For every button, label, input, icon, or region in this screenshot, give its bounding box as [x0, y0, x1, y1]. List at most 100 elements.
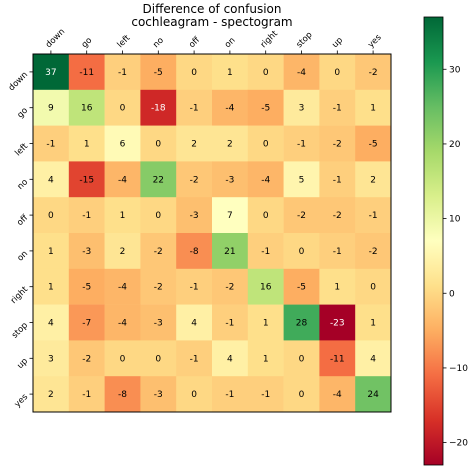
heatmap-cell: [319, 304, 356, 341]
cell-value-label: -2: [333, 211, 342, 221]
heatmap-cell: [140, 268, 177, 305]
heatmap-cell: [104, 376, 141, 413]
cell-value-label: -11: [330, 354, 345, 364]
x-axis-ticks: down go left no off on right stop up yes: [44, 27, 384, 54]
heatmap-cell: [212, 125, 249, 162]
heatmap-cell: [140, 161, 177, 198]
colorbar-tick-label: 30: [449, 65, 461, 75]
cell-value-label: -2: [369, 247, 378, 257]
heatmap-cell: [319, 89, 356, 126]
cell-value-label: -15: [79, 175, 94, 185]
cell-value-label: 0: [120, 104, 126, 114]
heatmap-cell: [212, 197, 249, 234]
cell-value-label: -2: [297, 211, 306, 221]
cell-value-label: 0: [191, 68, 197, 78]
colorbar-tick-label: −20: [449, 439, 468, 449]
cell-value-label: -3: [225, 175, 234, 185]
heatmap-cell: [176, 233, 213, 270]
cell-value-label: -1: [333, 247, 342, 257]
x-tick-label: on: [223, 36, 238, 51]
cell-value-label: -2: [369, 68, 378, 78]
heatmap-cell: [176, 304, 213, 341]
chart-title-line-2: cochleagram - spectogram: [131, 15, 293, 29]
heatmap-cell: [33, 125, 70, 162]
cell-value-label: 0: [263, 68, 269, 78]
cell-value-label: 5: [299, 175, 305, 185]
heatmap-cell: [33, 54, 70, 91]
chart-title: Difference of confusion cochleagram - sp…: [33, 3, 391, 29]
cell-value-label: -2: [154, 247, 163, 257]
x-tick-label: no: [151, 36, 166, 51]
cell-value-label: 0: [155, 211, 161, 221]
cell-value-label: 2: [370, 175, 376, 185]
heatmap-cell: [283, 89, 320, 126]
heatmap-cell: [355, 304, 392, 341]
cell-value-label: 1: [334, 283, 340, 293]
x-tick-label: up: [330, 35, 345, 50]
colorbar-tick-label: −10: [449, 364, 468, 374]
heatmap-cell: [283, 376, 320, 413]
cell-value-label: -2: [225, 283, 234, 293]
cell-value-label: -1: [190, 283, 199, 293]
heatmap-cell: [355, 89, 392, 126]
cell-value-label: -1: [118, 68, 127, 78]
heatmap-cell: [176, 340, 213, 377]
cell-value-label: 4: [227, 354, 233, 364]
heatmap-cell: [104, 125, 141, 162]
heatmap-cell: [212, 304, 249, 341]
heatmap-cell: [247, 125, 284, 162]
heatmap-cell: [33, 197, 70, 234]
plot-frame: [32, 53, 392, 413]
heatmap-cell: [355, 268, 392, 305]
heatmap-cell: [176, 268, 213, 305]
heatmap-cell: [68, 233, 105, 270]
cell-value-label: -5: [297, 283, 306, 293]
cell-value-label: -4: [261, 175, 270, 185]
cell-value-label: 1: [370, 319, 376, 329]
heatmap-cell: [319, 161, 356, 198]
cell-value-label: 4: [48, 319, 54, 329]
cell-value-label: 1: [370, 104, 376, 114]
cell-value-label: 22: [153, 175, 164, 185]
heatmap-cell: [247, 268, 284, 305]
heatmap-cell: [319, 197, 356, 234]
x-tick-label: go: [80, 36, 95, 51]
heatmap-cell: [140, 89, 177, 126]
cell-value-label: -2: [82, 354, 91, 364]
cell-value-label: 1: [48, 283, 54, 293]
cell-value-label: -3: [190, 211, 199, 221]
heatmap-cell: [104, 233, 141, 270]
y-tick-label: stop: [10, 321, 30, 341]
y-tick-label: right: [9, 284, 31, 306]
colorbar-tick-label: 0: [449, 289, 455, 299]
cell-value-label: -5: [154, 68, 163, 78]
heatmap-cell: [247, 340, 284, 377]
cell-value-label: -1: [333, 175, 342, 185]
heatmap-cell: [319, 125, 356, 162]
heatmap-cell: [355, 197, 392, 234]
heatmap-cell: [212, 376, 249, 413]
heatmap-cell: [33, 161, 70, 198]
heatmap-cell: [68, 54, 105, 91]
heatmap-cell: [283, 125, 320, 162]
heatmap-cell: [355, 54, 392, 91]
heatmap-cell: [212, 268, 249, 305]
cell-value-label: 2: [48, 390, 54, 400]
cell-value-label: -5: [369, 140, 378, 150]
cell-value-label: 21: [224, 247, 235, 257]
cell-value-label: 1: [120, 211, 126, 221]
heatmap-cell: [283, 197, 320, 234]
cell-value-label: 0: [155, 354, 161, 364]
cell-value-label: 0: [299, 354, 305, 364]
heatmap-cell: [176, 125, 213, 162]
cell-value-label: -18: [151, 104, 166, 114]
heatmap-cell: [33, 340, 70, 377]
cell-value-label: 24: [367, 390, 379, 400]
heatmap-cell: [319, 268, 356, 305]
heatmap-cell: [212, 340, 249, 377]
cell-value-label: -11: [79, 68, 94, 78]
cell-value-label: 1: [227, 68, 233, 78]
heatmap-cell: [68, 161, 105, 198]
cell-value-label: 16: [260, 283, 272, 293]
cell-value-label: -4: [333, 390, 342, 400]
